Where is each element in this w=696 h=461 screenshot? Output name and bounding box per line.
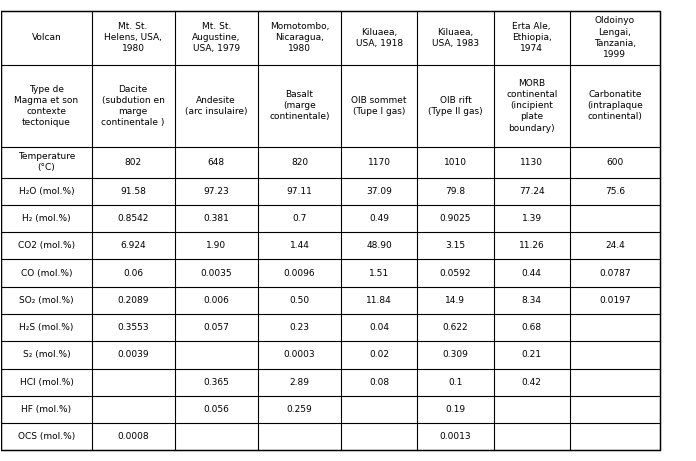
Text: 0.056: 0.056 — [203, 405, 229, 414]
Text: CO2 (mol.%): CO2 (mol.%) — [18, 241, 75, 250]
Text: 0.0035: 0.0035 — [200, 269, 232, 278]
Text: 1.51: 1.51 — [369, 269, 389, 278]
Text: Kiluaea,
USA, 1983: Kiluaea, USA, 1983 — [432, 28, 479, 47]
Text: 0.50: 0.50 — [290, 296, 310, 305]
Text: 1.90: 1.90 — [206, 241, 226, 250]
Text: 0.21: 0.21 — [522, 350, 541, 360]
Text: 0.365: 0.365 — [203, 378, 229, 387]
Text: 91.58: 91.58 — [120, 187, 146, 196]
Text: 48.90: 48.90 — [366, 241, 392, 250]
Text: 1.39: 1.39 — [521, 214, 541, 223]
Text: MORB
continental
(incipient
plate
boundary): MORB continental (incipient plate bounda… — [506, 79, 557, 132]
Text: Erta Ale,
Ethiopia,
1974: Erta Ale, Ethiopia, 1974 — [512, 22, 551, 53]
Text: 0.0592: 0.0592 — [440, 269, 471, 278]
Text: 37.09: 37.09 — [366, 187, 392, 196]
Text: 0.309: 0.309 — [443, 350, 468, 360]
Text: 79.8: 79.8 — [445, 187, 466, 196]
Text: 0.49: 0.49 — [369, 214, 389, 223]
Text: 11.26: 11.26 — [519, 241, 544, 250]
Text: HCl (mol.%): HCl (mol.%) — [19, 378, 73, 387]
Text: 0.23: 0.23 — [290, 323, 310, 332]
Text: 0.2089: 0.2089 — [118, 296, 149, 305]
Text: 0.0039: 0.0039 — [118, 350, 149, 360]
Text: 600: 600 — [606, 158, 624, 167]
Text: Temperature
(°C): Temperature (°C) — [18, 152, 75, 172]
Text: 0.44: 0.44 — [522, 269, 541, 278]
Text: Volcan: Volcan — [31, 33, 61, 42]
Text: 0.19: 0.19 — [445, 405, 466, 414]
Text: 0.381: 0.381 — [203, 214, 229, 223]
Text: 0.0787: 0.0787 — [599, 269, 631, 278]
Text: 0.622: 0.622 — [443, 323, 468, 332]
Text: Andesite
(arc insulaire): Andesite (arc insulaire) — [185, 96, 248, 116]
Text: 0.42: 0.42 — [522, 378, 541, 387]
Text: 0.04: 0.04 — [369, 323, 389, 332]
Text: 0.02: 0.02 — [369, 350, 389, 360]
Text: 0.006: 0.006 — [203, 296, 229, 305]
Text: 24.4: 24.4 — [605, 241, 625, 250]
Text: Mt. St.
Helens, USA,
1980: Mt. St. Helens, USA, 1980 — [104, 22, 162, 53]
Text: 11.84: 11.84 — [366, 296, 392, 305]
Text: 0.08: 0.08 — [369, 378, 389, 387]
Text: HF (mol.%): HF (mol.%) — [22, 405, 72, 414]
Text: Type de
Magma et son
contexte
tectonique: Type de Magma et son contexte tectonique — [15, 85, 79, 127]
Text: 14.9: 14.9 — [445, 296, 466, 305]
Text: 0.9025: 0.9025 — [440, 214, 471, 223]
Text: 1130: 1130 — [520, 158, 543, 167]
Text: 97.23: 97.23 — [203, 187, 229, 196]
Text: 0.8542: 0.8542 — [118, 214, 149, 223]
Text: Dacite
(subdution en
marge
continentale ): Dacite (subdution en marge continentale … — [102, 85, 165, 127]
Text: 0.259: 0.259 — [287, 405, 313, 414]
Text: Momotombo,
Nicaragua,
1980: Momotombo, Nicaragua, 1980 — [270, 22, 329, 53]
Text: 0.057: 0.057 — [203, 323, 229, 332]
Text: H₂S (mol.%): H₂S (mol.%) — [19, 323, 74, 332]
Text: 0.3553: 0.3553 — [118, 323, 149, 332]
Text: 97.11: 97.11 — [287, 187, 313, 196]
Text: 0.0096: 0.0096 — [284, 269, 315, 278]
Text: 75.6: 75.6 — [605, 187, 625, 196]
Text: 1.44: 1.44 — [290, 241, 310, 250]
Text: SO₂ (mol.%): SO₂ (mol.%) — [19, 296, 74, 305]
Text: 2.89: 2.89 — [290, 378, 310, 387]
Text: 648: 648 — [207, 158, 225, 167]
Text: Mt. St.
Augustine,
USA, 1979: Mt. St. Augustine, USA, 1979 — [192, 22, 241, 53]
Text: 820: 820 — [291, 158, 308, 167]
Text: 802: 802 — [125, 158, 142, 167]
Text: 77.24: 77.24 — [519, 187, 544, 196]
Text: 0.0008: 0.0008 — [118, 432, 149, 441]
Text: OIB rift
(Type II gas): OIB rift (Type II gas) — [428, 96, 483, 116]
Text: 1170: 1170 — [367, 158, 390, 167]
Text: 6.924: 6.924 — [120, 241, 146, 250]
Text: 0.68: 0.68 — [521, 323, 541, 332]
Text: Kiluaea,
USA, 1918: Kiluaea, USA, 1918 — [356, 28, 403, 47]
Text: 0.7: 0.7 — [292, 214, 307, 223]
Text: 3.15: 3.15 — [445, 241, 466, 250]
Text: CO (mol.%): CO (mol.%) — [21, 269, 72, 278]
Text: 0.0013: 0.0013 — [440, 432, 471, 441]
Text: H₂O (mol.%): H₂O (mol.%) — [19, 187, 74, 196]
Text: Basalt
(marge
continentale): Basalt (marge continentale) — [269, 90, 330, 121]
Text: 0.06: 0.06 — [123, 269, 143, 278]
Text: S₂ (mol.%): S₂ (mol.%) — [23, 350, 70, 360]
Text: 1010: 1010 — [444, 158, 467, 167]
Text: Carbonatite
(intraplaque
continental): Carbonatite (intraplaque continental) — [587, 90, 643, 121]
Text: 0.1: 0.1 — [448, 378, 463, 387]
Text: Oldoinyo
Lengai,
Tanzania,
1999: Oldoinyo Lengai, Tanzania, 1999 — [594, 17, 636, 59]
Text: OCS (mol.%): OCS (mol.%) — [18, 432, 75, 441]
Text: OIB sommet
(Tupe I gas): OIB sommet (Tupe I gas) — [351, 96, 407, 116]
Text: 0.0197: 0.0197 — [599, 296, 631, 305]
Text: H₂ (mol.%): H₂ (mol.%) — [22, 214, 71, 223]
Text: 8.34: 8.34 — [522, 296, 541, 305]
Text: 0.0003: 0.0003 — [284, 350, 315, 360]
